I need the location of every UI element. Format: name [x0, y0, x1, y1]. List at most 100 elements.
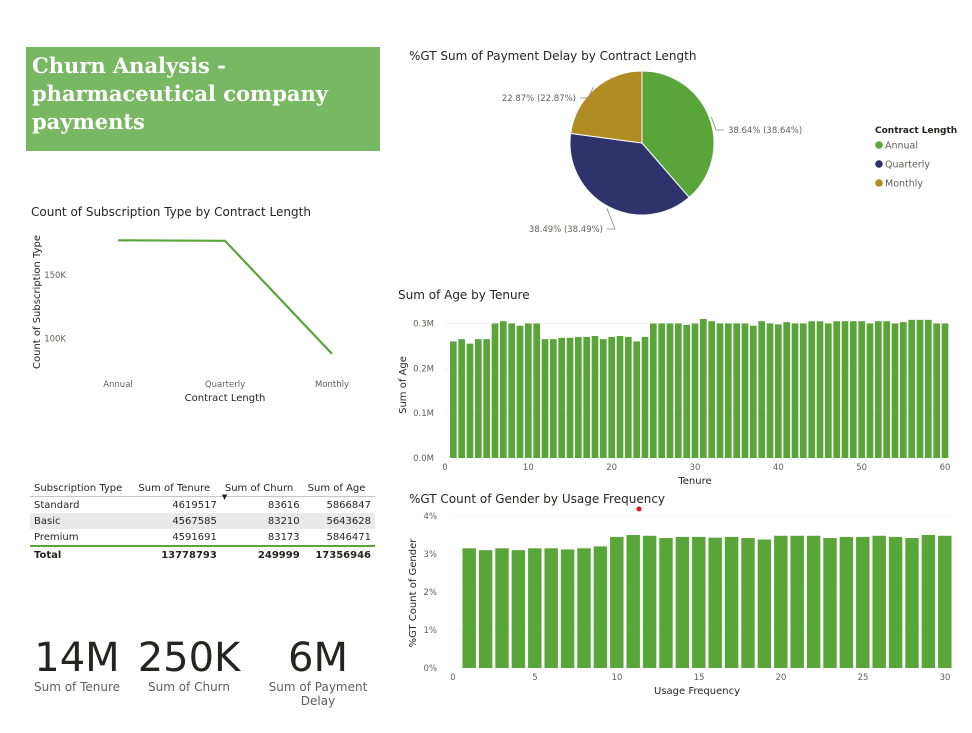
bar[interactable]	[516, 325, 524, 458]
bar[interactable]	[600, 339, 607, 458]
bar[interactable]	[774, 535, 788, 668]
bar[interactable]	[724, 536, 739, 668]
bar[interactable]	[856, 536, 870, 668]
series-line[interactable]	[117, 239, 333, 355]
bar[interactable]	[608, 336, 615, 458]
bar[interactable]	[708, 321, 715, 458]
bar[interactable]	[483, 339, 490, 458]
bar[interactable]	[875, 321, 882, 458]
bar[interactable]	[528, 548, 542, 668]
bar[interactable]	[466, 343, 474, 458]
bar[interactable]	[633, 341, 640, 458]
bar[interactable]	[866, 323, 874, 458]
bar[interactable]	[593, 546, 608, 668]
bar[interactable]	[823, 538, 837, 668]
bar[interactable]	[544, 548, 558, 668]
bar[interactable]	[839, 536, 854, 668]
legend-item[interactable]: Monthly	[885, 179, 923, 190]
bar[interactable]	[750, 325, 757, 458]
bar[interactable]	[658, 323, 665, 458]
bar[interactable]	[683, 324, 690, 458]
bar[interactable]	[533, 323, 540, 458]
bar[interactable]	[825, 323, 832, 458]
legend-item[interactable]: Quarterly	[885, 160, 930, 171]
bar[interactable]	[659, 538, 673, 668]
bar[interactable]	[858, 321, 865, 458]
bar[interactable]	[888, 536, 903, 668]
bar[interactable]	[808, 321, 815, 458]
bar[interactable]	[462, 548, 476, 668]
bar[interactable]	[491, 323, 499, 458]
bar[interactable]	[766, 323, 774, 458]
bar[interactable]	[725, 323, 732, 458]
bar[interactable]	[933, 323, 940, 458]
table-row[interactable]: Standard 4619517 83616 5866847	[30, 497, 375, 514]
table-row[interactable]: Basic 4567585 83210 5643628	[30, 513, 375, 529]
bar[interactable]	[883, 321, 890, 458]
bar[interactable]	[758, 321, 765, 458]
bar[interactable]	[716, 323, 724, 458]
bar[interactable]	[550, 339, 557, 458]
bar[interactable]	[495, 548, 509, 668]
table-row[interactable]: Premium 4591691 83173 5846471	[30, 529, 375, 546]
pie-slice[interactable]	[570, 70, 643, 144]
bar[interactable]	[478, 550, 493, 668]
bar[interactable]	[625, 336, 632, 458]
bar[interactable]	[566, 337, 574, 458]
gender-bar-chart[interactable]: 0% 1% 2% 3% 4% %GT Count of Gender 0 5 10 15 20 25 3…	[406, 505, 956, 700]
pie-slice[interactable]	[641, 70, 715, 199]
bar[interactable]	[650, 323, 657, 458]
bar[interactable]	[741, 323, 749, 458]
bar[interactable]	[775, 324, 782, 458]
bar[interactable]	[916, 319, 924, 458]
bar[interactable]	[525, 323, 532, 458]
bar[interactable]	[891, 323, 899, 458]
bar[interactable]	[616, 336, 624, 458]
bar[interactable]	[458, 339, 465, 458]
bar[interactable]	[806, 535, 821, 668]
bar[interactable]	[816, 321, 824, 458]
legend-item[interactable]: Annual	[885, 141, 918, 152]
bar[interactable]	[783, 322, 790, 458]
bar[interactable]	[938, 535, 952, 668]
bar[interactable]	[675, 323, 682, 458]
bar[interactable]	[626, 535, 640, 668]
table-header[interactable]: Subscription Type	[34, 482, 123, 494]
bar[interactable]	[666, 323, 674, 458]
bar[interactable]	[790, 535, 804, 668]
bar[interactable]	[575, 336, 582, 458]
bar[interactable]	[642, 535, 657, 668]
bar[interactable]	[800, 323, 807, 458]
bar[interactable]	[941, 323, 949, 458]
bar[interactable]	[591, 336, 599, 458]
table-header[interactable]: Sum of Tenure	[138, 482, 211, 494]
bar[interactable]	[925, 319, 932, 458]
age-bar-chart[interactable]: 0.0M 0.1M 0.2M 0.3M Sum of Age 0 10 20 30 40 50 60 T…	[396, 310, 956, 490]
bar[interactable]	[675, 536, 690, 668]
bar[interactable]	[508, 323, 515, 458]
table-header[interactable]: Sum of Churn ▼	[221, 480, 304, 502]
bar[interactable]	[757, 539, 772, 668]
bar[interactable]	[921, 535, 936, 668]
bar[interactable]	[841, 321, 849, 458]
table-header[interactable]: Sum of Age	[307, 482, 366, 494]
bar[interactable]	[850, 321, 857, 458]
bar[interactable]	[692, 536, 706, 668]
bar[interactable]	[560, 549, 575, 668]
bar[interactable]	[900, 322, 907, 458]
bar[interactable]	[450, 341, 457, 458]
bar[interactable]	[558, 337, 565, 458]
bar[interactable]	[741, 538, 755, 668]
bar[interactable]	[511, 550, 526, 668]
bar[interactable]	[583, 336, 590, 458]
bar[interactable]	[500, 321, 507, 458]
bar[interactable]	[577, 548, 591, 668]
bar[interactable]	[700, 318, 707, 458]
bar[interactable]	[908, 319, 915, 458]
bar[interactable]	[708, 537, 722, 668]
bar[interactable]	[691, 323, 699, 458]
bar[interactable]	[872, 535, 886, 668]
bar[interactable]	[791, 323, 799, 458]
bar[interactable]	[833, 321, 840, 458]
